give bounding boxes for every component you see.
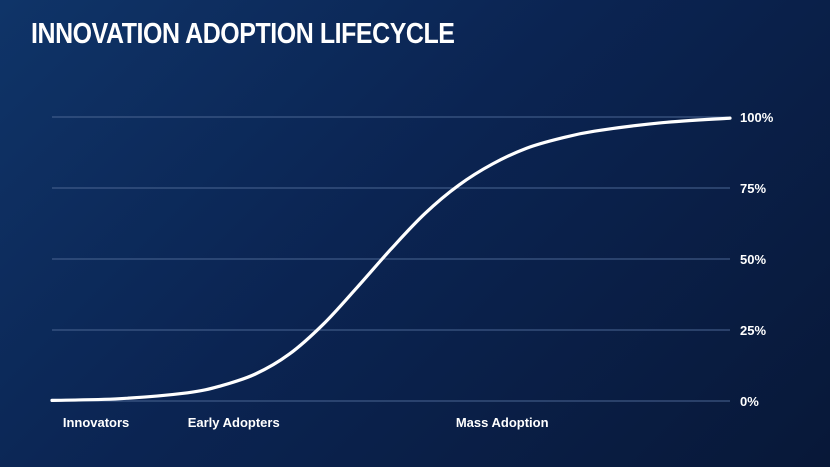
y-axis-ticks: 0% 25% 50% 75% 100%: [740, 110, 774, 409]
x-tick-label: Early Adopters: [188, 415, 280, 430]
series-layer: [50, 116, 732, 402]
x-tick-label: Mass Adoption: [456, 415, 549, 430]
y-tick-label: 100%: [740, 110, 774, 125]
y-tick-label: 25%: [740, 323, 766, 338]
x-axis-ticks: Innovators Early Adopters Mass Adoption: [63, 415, 549, 430]
y-tick-label: 50%: [740, 252, 766, 267]
chart-title: INNOVATION ADOPTION LIFECYCLE: [31, 18, 455, 50]
series-line: [50, 116, 732, 402]
y-tick-label: 75%: [740, 181, 766, 196]
x-tick-label: Innovators: [63, 415, 129, 430]
y-tick-label: 0%: [740, 394, 759, 409]
gridlines: [52, 116, 730, 402]
